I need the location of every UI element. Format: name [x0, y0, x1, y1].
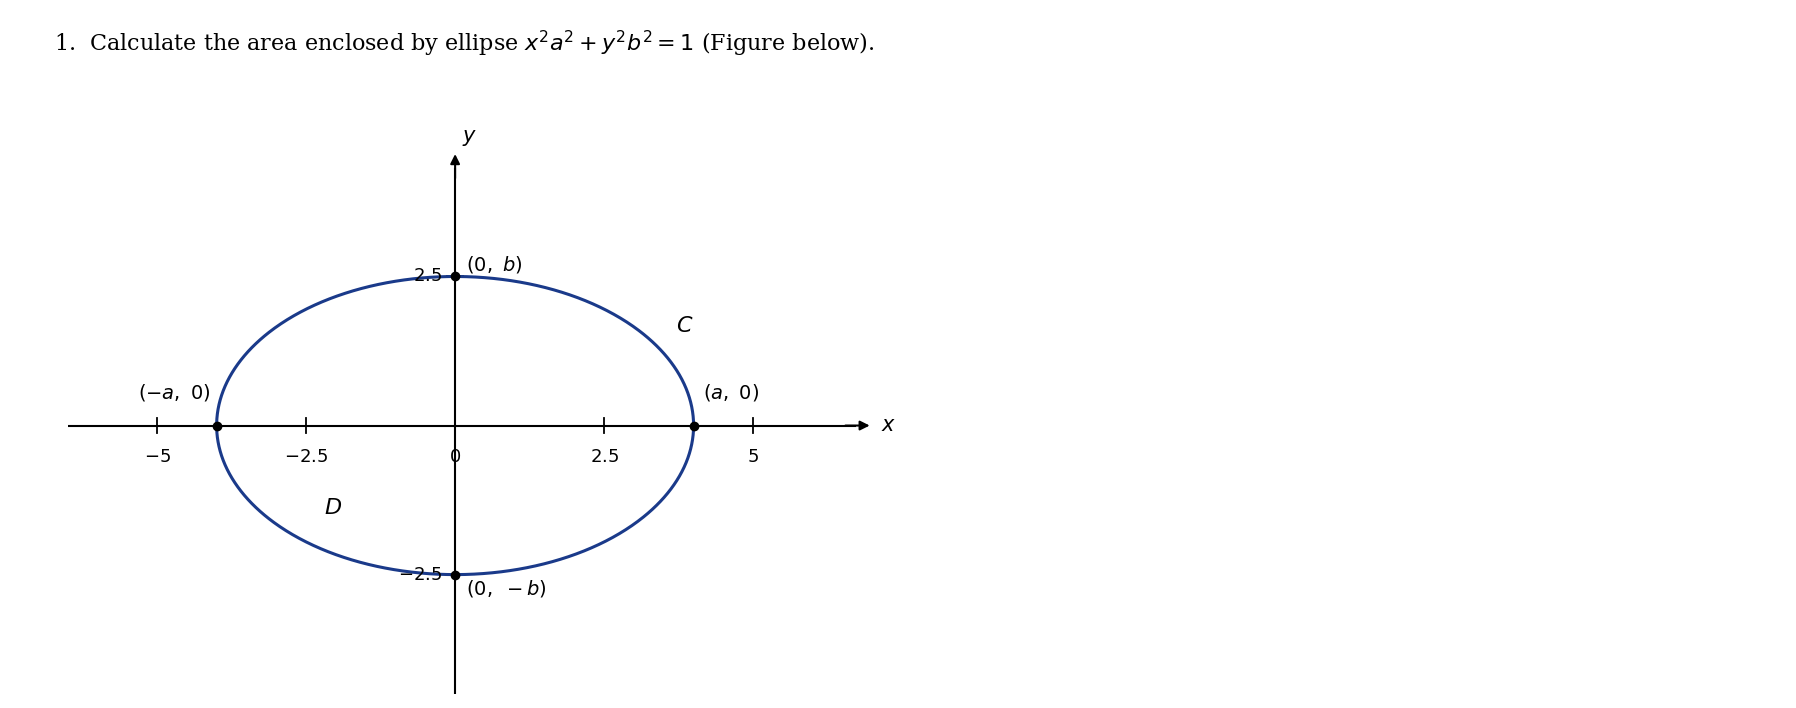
Text: $2.5$: $2.5$ [413, 268, 442, 285]
Text: $-2.5$: $-2.5$ [399, 566, 442, 583]
Text: $y$: $y$ [462, 128, 478, 148]
Text: $-2.5$: $-2.5$ [284, 448, 329, 466]
Text: $D$: $D$ [323, 497, 341, 519]
Text: $2.5$: $2.5$ [589, 448, 618, 466]
Text: $(0,\ -b)$: $(0,\ -b)$ [465, 578, 546, 598]
Text: $x$: $x$ [882, 416, 896, 435]
Text: 1.  Calculate the area enclosed by ellipse $x^2a^2 + y^2b^2 = 1$ (Figure below).: 1. Calculate the area enclosed by ellips… [54, 28, 875, 59]
Text: $5$: $5$ [747, 448, 760, 466]
Text: $-5$: $-5$ [144, 448, 171, 466]
Text: $0$: $0$ [449, 448, 462, 466]
Text: $C$: $C$ [677, 315, 693, 337]
Text: $(a,\ 0)$: $(a,\ 0)$ [702, 382, 758, 404]
Text: $(0,\ b)$: $(0,\ b)$ [465, 254, 523, 275]
Text: $(-a,\ 0)$: $(-a,\ 0)$ [138, 382, 210, 404]
